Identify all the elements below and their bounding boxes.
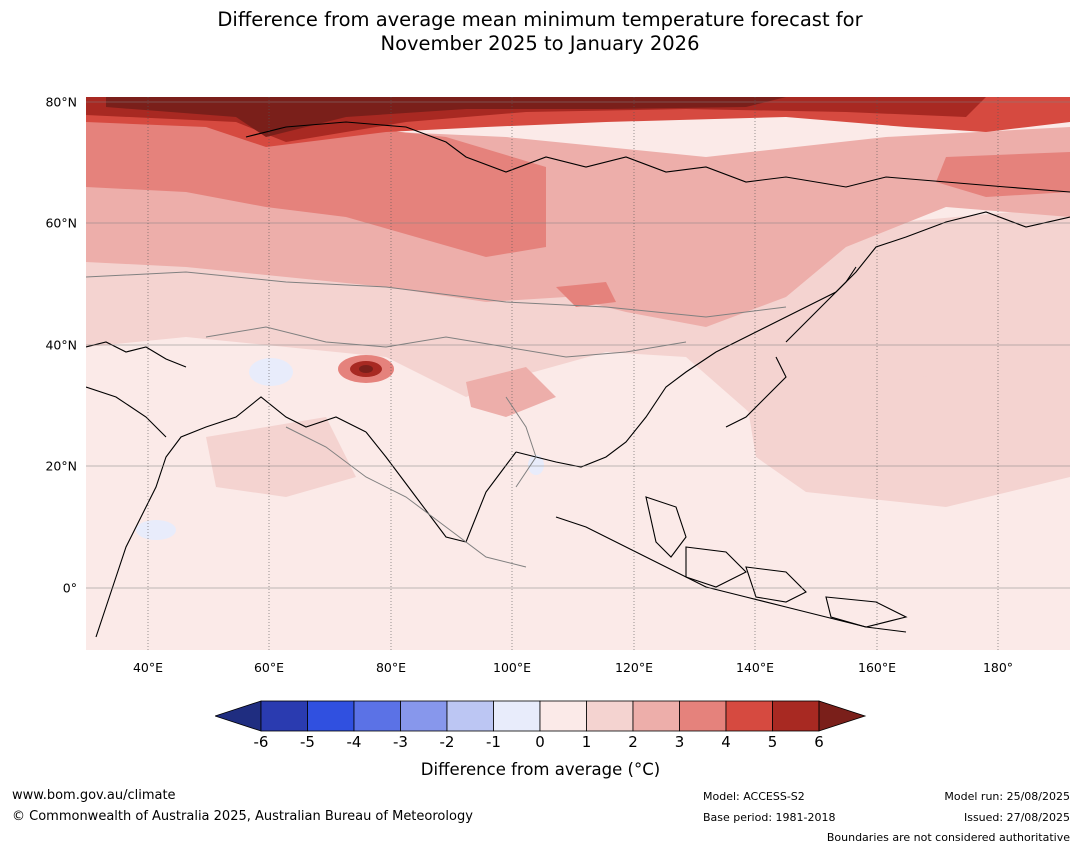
colorbar-swatch [493,700,541,732]
colorbar-tick-label: -5 [300,733,315,751]
lat-label-60n: 60°N [45,215,77,231]
colorbar-tick-label: -6 [253,733,269,751]
lon-label-120e: 120°E [614,660,654,675]
anomaly-2-3-region [466,367,556,417]
lat-label-20n: 20°N [45,458,77,474]
cool-anomaly-patch [528,455,544,475]
colorbar-tick-label: -3 [393,733,408,751]
colorbar-swatch [632,700,680,732]
country-borders [86,271,787,568]
model-name: Model: ACCESS-S2 [703,790,805,803]
forecast-map [86,97,1070,650]
anomaly-above-6-region [106,97,786,137]
title-line-1: Difference from average mean minimum tem… [217,8,863,31]
lat-label-0: 0° [62,580,77,596]
colorbar-swatch [679,700,727,732]
cool-anomaly-patch [249,358,293,386]
title-line-2: November 2025 to January 2026 [380,32,700,55]
lon-label-100e: 100°E [492,660,532,675]
map-title: Difference from average mean minimum tem… [0,8,1081,56]
colorbar-tick-label: -1 [486,733,501,751]
website-link[interactable]: www.bom.gov.au/climate [12,788,176,803]
lon-label-80e: 80°E [375,660,407,675]
anomaly-3-4-region [86,117,546,257]
lon-label-180: 180° [982,660,1014,675]
anomaly-1-2-region [206,417,356,497]
lon-label-40e: 40°E [132,660,164,675]
colorbar-tick-label: 2 [628,733,638,751]
lat-label-40n: 40°N [45,337,77,353]
tibet-hotspot-core [359,365,373,373]
lon-label-140e: 140°E [735,660,775,675]
copyright-text: © Commonwealth of Australia 2025, Austra… [12,809,473,824]
colorbar-tick-label: 5 [767,733,778,751]
colorbar-swatch [725,700,773,732]
colorbar-swatch [586,700,634,732]
lon-label-60e: 60°E [253,660,285,675]
colorbar-swatch [400,700,448,732]
anomaly-3-4-region [936,152,1070,197]
map-canvas [86,97,1070,650]
cool-anomaly-patch [136,520,176,540]
coastlines [86,121,1070,638]
colorbar-tick-label: 1 [581,733,592,751]
colorbar-swatches [215,700,867,732]
colorbar-tick-label: 0 [535,733,545,751]
lat-label-80n: 80°N [45,94,77,110]
colorbar-swatch [539,700,587,732]
colorbar-swatch [772,700,820,732]
anomaly-3-4-region [556,282,616,307]
graticule [86,101,1070,589]
issued-date: Issued: 27/08/2025 [963,811,1070,824]
lon-label-160e: 160°E [857,660,897,675]
colorbar-swatch [353,700,401,732]
colorbar-extend-high [818,700,867,732]
colorbar-label: Difference from average (°C) [420,760,661,779]
anomaly-1-2-region [746,357,1070,507]
model-run-date: Model run: 25/08/2025 [944,790,1070,803]
colorbar-tick-label: 4 [721,733,731,751]
colorbar-tick-label: 3 [674,733,685,751]
colorbar-extend-low [215,700,262,732]
colorbar-swatch [446,700,494,732]
meridians [147,97,999,650]
colorbar [215,700,867,732]
boundaries-disclaimer: Boundaries are not considered authoritat… [826,831,1070,844]
colorbar-tick-label: -4 [346,733,362,751]
colorbar-swatch [307,700,355,732]
colorbar-swatch [260,700,308,732]
base-period: Base period: 1981-2018 [703,811,836,824]
colorbar-tick-label: -2 [439,733,455,751]
colorbar-tick-label: 6 [814,733,824,751]
